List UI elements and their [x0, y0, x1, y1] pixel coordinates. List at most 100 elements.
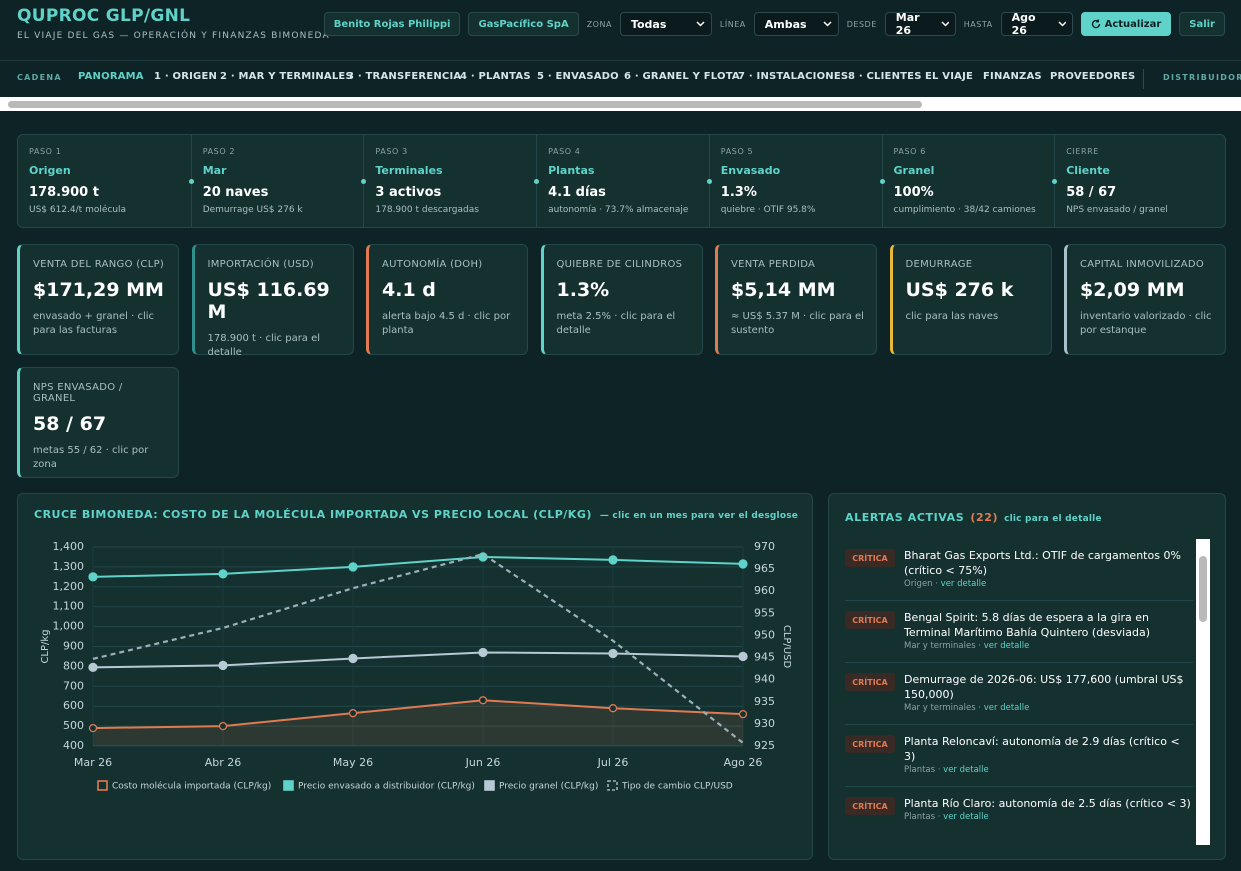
alert-link[interactable]: ver detalle: [983, 703, 1030, 713]
nav-section[interactable]: DISTRIBUIDORES: [1163, 73, 1241, 82]
filter-label: LÍNEA: [719, 19, 746, 29]
zone-select[interactable]: Todas: [619, 12, 712, 36]
refresh-button[interactable]: Actualizar: [1080, 12, 1172, 36]
step-name: Origen: [29, 164, 71, 177]
kpi-card[interactable]: VENTA PERDIDA $5,14 MM ≈ US$ 5.37 M · clic…: [715, 244, 877, 355]
filter-label: HASTA: [963, 19, 993, 29]
from-select[interactable]: Mar 26: [884, 11, 956, 37]
connector-dot: [1052, 179, 1058, 184]
y2-tick-label: 950: [754, 628, 775, 641]
filter-label: ZONA: [586, 19, 612, 29]
alert-body: Planta Río Claro: autonomía de 2.5 días …: [904, 796, 1191, 841]
nav-tab[interactable]: FINANZAS: [983, 71, 1042, 82]
alert-body: Demurrage de 2026-06: US$ 177,600 (umbra…: [904, 672, 1193, 717]
kpi-value: 1.3%: [556, 279, 610, 301]
alert-meta: Origen · ver detalle: [904, 579, 1193, 589]
step: PASO 1 Origen 178.900 t US$ 612.4/t molécul…: [18, 135, 191, 227]
kpi-sub: 178.900 t · clic para el detalle: [207, 333, 321, 358]
y-tick-label: 800: [63, 659, 84, 672]
kpi-card[interactable]: AUTONOMÍA (DOH) 4.1 d alerta bajo 4.5 d · …: [366, 244, 528, 355]
legend-label: Precio granel (CLP/kg): [499, 782, 598, 792]
step: PASO 5 Envasado 1.3% quiebre · OTIF 95.8%: [706, 135, 882, 227]
alert-link[interactable]: ver detalle: [940, 579, 987, 589]
kpi-card[interactable]: DEMURRAGE US$ 276 k clic para las naves: [889, 244, 1052, 355]
y-tick-label: 400: [63, 739, 84, 752]
alerts-title: ALERTAS ACTIVAS: [845, 511, 965, 524]
step-number: PASO 1: [29, 147, 62, 156]
legend-label: Tipo de cambio CLP/USD: [621, 782, 733, 792]
kpi-card[interactable]: VENTA DEL RANGO (CLP) $171,29 MM envasado …: [17, 244, 179, 355]
step: PASO 4 Plantas 4.1 días autonomía · 73.7% a…: [534, 135, 709, 227]
nav-tab[interactable]: 7 · INSTALACIONES: [738, 71, 849, 82]
marker: [478, 647, 488, 658]
alert-item[interactable]: CRÍTICA Demurrage de 2026-06: US$ 177,600…: [845, 663, 1193, 725]
step-value: 1.3%: [720, 185, 757, 200]
nav-tab[interactable]: 2 · MAR Y TERMINALES: [220, 71, 353, 82]
alert-item[interactable]: CRÍTICA Bengal Spirit: 5.8 días de espera…: [845, 601, 1193, 663]
alert-link[interactable]: ver detalle: [943, 812, 989, 822]
marker: [218, 660, 228, 671]
x-tick-label: Abr 26: [205, 756, 242, 769]
y2-axis-label: CLP/USD: [781, 625, 792, 669]
refresh-icon: [1091, 19, 1100, 29]
kpi-card[interactable]: QUIEBRE DE CILINDROS 1.3% meta 2.5% · clic…: [540, 244, 703, 355]
alert-link[interactable]: ver detalle: [983, 641, 1030, 651]
y-tick-label: 1,300: [53, 560, 85, 573]
step-name: Plantas: [548, 164, 595, 177]
alert-link[interactable]: ver detalle: [943, 765, 989, 775]
separator: ·: [932, 579, 941, 589]
step-value: 178.900 t: [29, 185, 99, 200]
nav-tab[interactable]: 1 · ORIGEN: [154, 71, 218, 82]
y2-tick-label: 940: [754, 673, 775, 686]
select-value: Ago 26: [1011, 11, 1036, 37]
alert-item[interactable]: CRÍTICA Bharat Gas Exports Ltd.: OTIF de …: [845, 539, 1193, 601]
marker: [218, 721, 228, 731]
y2-tick-label: 970: [754, 540, 775, 553]
nav-tab[interactable]: 4 · PLANTAS: [460, 71, 531, 82]
step-number: PASO 2: [202, 147, 236, 156]
alert-body: Planta Reloncaví: autonomía de 2.9 días …: [904, 734, 1193, 779]
app-subtitle: EL VIAJE DEL GAS — OPERACIÓN Y FINANZAS …: [17, 31, 330, 41]
alert-text: Planta Reloncaví: autonomía de 2.9 días …: [904, 735, 1180, 763]
nav-tab[interactable]: 6 · GRANEL Y FLOTA: [624, 71, 740, 82]
alert-badge: CRÍTICA: [845, 673, 895, 691]
scrollbar-thumb: [8, 101, 922, 108]
nav-tab[interactable]: PROVEEDORES: [1050, 71, 1136, 82]
kpi-sub: ≈ US$ 5.37 M · clic para el sustento: [731, 311, 864, 336]
alert-text: Bengal Spirit: 5.8 días de espera a la g…: [904, 611, 1150, 639]
step-number: PASO 3: [375, 147, 408, 156]
logout-button[interactable]: Salir: [1179, 12, 1225, 36]
y-axis-label: CLP/kg: [40, 629, 51, 663]
legend-swatch: [283, 780, 294, 791]
company-button[interactable]: GasPacífico SpA: [468, 12, 579, 36]
marker: [478, 696, 488, 705]
alert-item[interactable]: CRÍTICA Planta Río Claro: autonomía de 2.…: [845, 787, 1193, 845]
marker: [608, 555, 618, 565]
y2-tick-label: 935: [754, 695, 775, 708]
kpi-card[interactable]: NPS ENVASADO / GRANEL 58 / 67 metas 55 / 6…: [17, 367, 179, 478]
user-button[interactable]: Benito Rojas Philippi: [323, 12, 461, 36]
alert-meta: Plantas · ver detalle: [904, 765, 1193, 775]
alert-badge: CRÍTICA: [845, 735, 895, 753]
alert-item[interactable]: CRÍTICA Planta Reloncaví: autonomía de 2.…: [845, 725, 1193, 787]
nav-tab[interactable]: 5 · ENVASADO: [537, 71, 619, 82]
y-tick-label: 1,100: [53, 600, 85, 613]
legend-swatch: [97, 780, 108, 791]
nav-tab[interactable]: PANORAMA: [78, 71, 144, 82]
chart-title-text: CRUCE BIMONEDA: COSTO DE LA MOLÉCULA IMP…: [34, 508, 592, 521]
y-tick-label: 700: [63, 679, 84, 692]
step-sub: autonomía · 73.7% almacenaje: [548, 205, 689, 215]
alert-badge: CRÍTICA: [845, 611, 895, 629]
nav-tab[interactable]: 8 · CLIENTES: [848, 71, 922, 82]
y-tick-label: 500: [63, 719, 84, 732]
nav-tab[interactable]: EL VIAJE: [925, 71, 974, 82]
to-select[interactable]: Ago 26: [1000, 11, 1073, 37]
kpi-value: $5,14 MM: [731, 279, 836, 301]
nav-tab[interactable]: 3 · TRANSFERENCIA: [347, 71, 462, 82]
step-name: Envasado: [720, 164, 781, 177]
nav-bar: CADENA PANORAMA 1 · ORIGEN 2 · MAR Y TERMIN…: [0, 60, 1241, 96]
line: [92, 552, 744, 744]
kpi-card[interactable]: IMPORTACIÓN (USD) US$ 116.69 M 178.900 t ·…: [191, 244, 354, 358]
line-select[interactable]: Ambas: [753, 12, 839, 36]
kpi-card[interactable]: CAPITAL INMOVILIZADO $2,09 MM inventario v…: [1064, 244, 1226, 355]
